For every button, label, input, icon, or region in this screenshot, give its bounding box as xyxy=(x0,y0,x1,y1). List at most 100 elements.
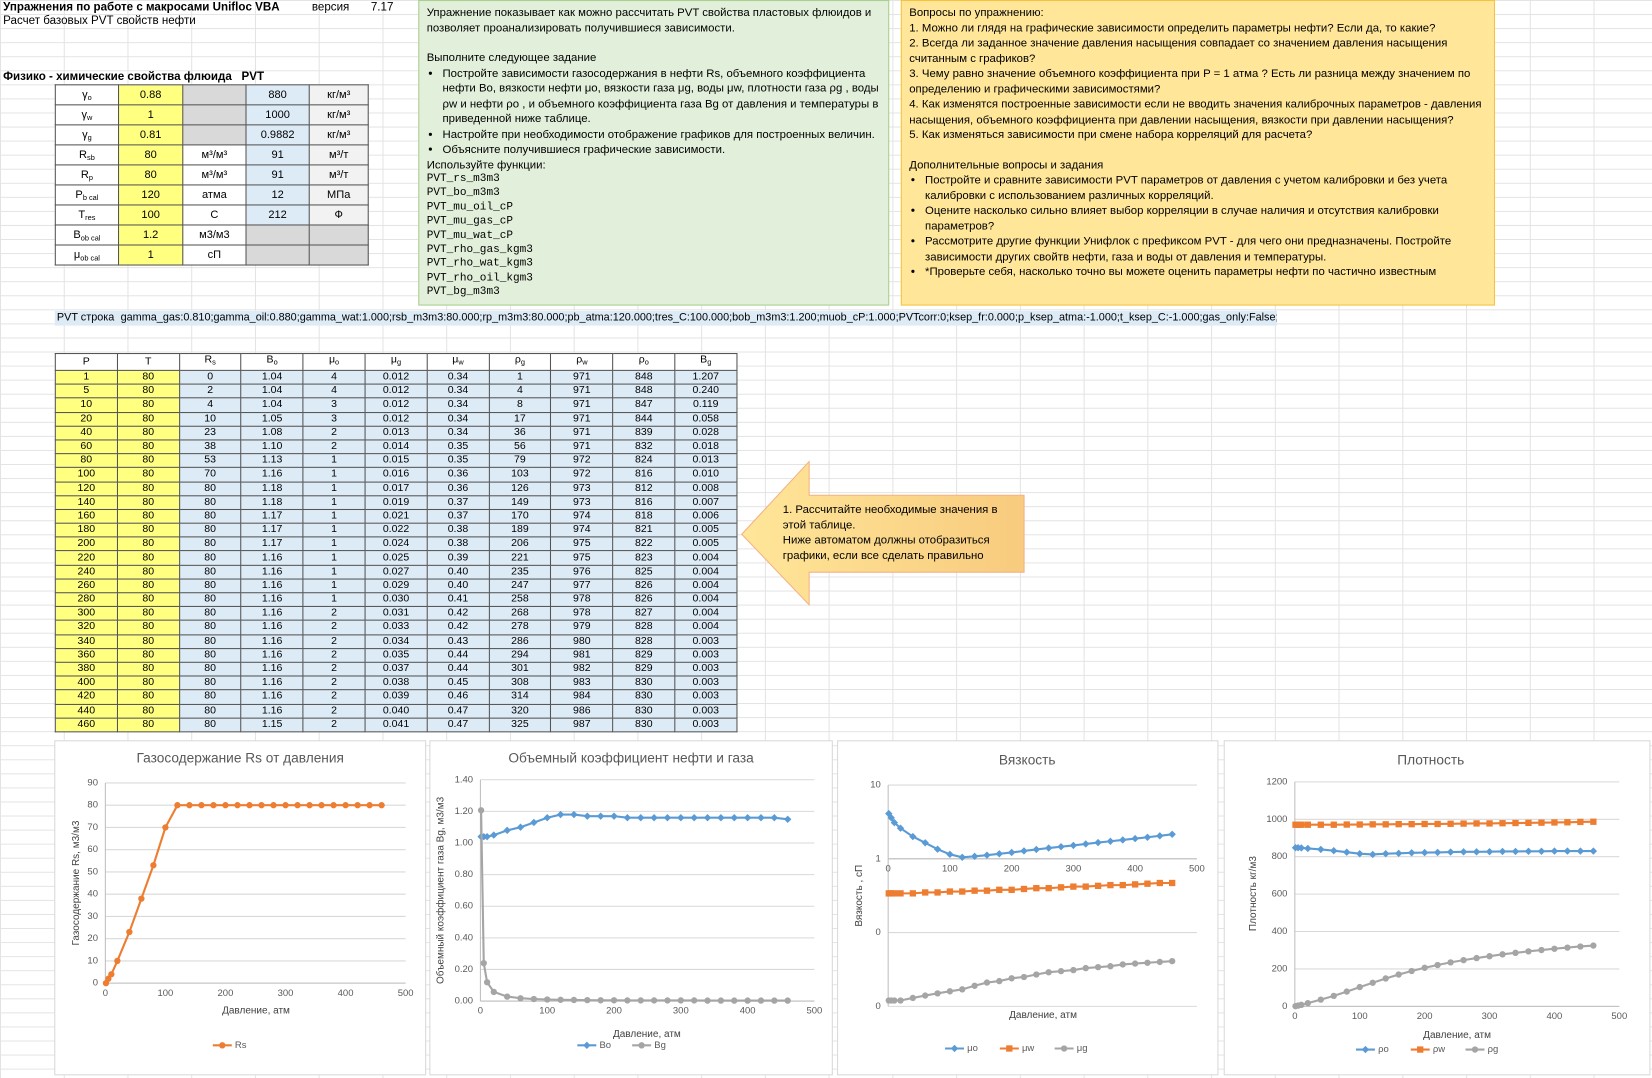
params-table: γo 0.88 880 кг/м³ γw 1 1000 кг/м³ γg 0.81 0.9882 кг… xyxy=(54,84,369,266)
marker xyxy=(637,997,644,1004)
param-subscript: ob cal xyxy=(80,234,101,242)
x-tick-label: 200 xyxy=(1004,863,1020,874)
callout-text: Ниже автоматом должны отобразиться xyxy=(783,535,990,547)
header-cell: μg xyxy=(364,353,428,371)
data-cell: 80 xyxy=(116,606,180,622)
data-cell: 80 xyxy=(116,467,180,483)
params-row: Rsb 80 м³/м³ 91 м³/т xyxy=(54,144,369,166)
data-cell: 822 xyxy=(612,536,676,552)
y-tick-label: 1 xyxy=(876,853,881,864)
marker xyxy=(1317,821,1324,828)
marker xyxy=(1033,885,1040,892)
marker xyxy=(650,814,658,822)
data-cell: 0.034 xyxy=(364,633,428,649)
data-cell: 1 xyxy=(302,467,366,483)
marker xyxy=(1144,880,1151,887)
marker xyxy=(1420,848,1429,857)
marker xyxy=(1045,969,1052,976)
legend-label: Bo xyxy=(599,1040,611,1051)
data-cell: 360 xyxy=(54,647,118,663)
marker xyxy=(1395,971,1402,978)
function-name: PVT_rho_oil_kgm3 xyxy=(426,271,533,285)
function-name: PVT_bg_m3m3 xyxy=(426,285,500,299)
header-cell: ρo xyxy=(612,353,676,371)
data-row: 220 80 80 1.16 1 0.025 0.39 221 975 823 0.004 xyxy=(54,550,738,566)
marker xyxy=(258,802,265,809)
marker xyxy=(971,887,978,894)
marker xyxy=(959,888,966,895)
marker xyxy=(784,815,792,823)
marker xyxy=(1168,957,1176,965)
data-cell: 0.030 xyxy=(364,592,428,608)
x-tick-label: 0 xyxy=(478,1006,483,1017)
marker xyxy=(650,997,658,1004)
marker xyxy=(1144,959,1151,966)
data-cell: 0.003 xyxy=(674,675,738,691)
data-cell: 80 xyxy=(116,411,180,427)
param-value: 1 xyxy=(117,104,184,126)
marker xyxy=(1434,961,1441,969)
data-cell: 80 xyxy=(178,675,242,691)
param-subscript: sb xyxy=(87,154,95,162)
param-value2: 12 xyxy=(245,184,310,206)
marker xyxy=(1498,847,1507,856)
param-value2: 0.9882 xyxy=(245,124,310,146)
chart-area xyxy=(429,740,833,1076)
marker xyxy=(1525,948,1532,955)
legend-label: μw xyxy=(1022,1043,1034,1054)
data-cell: 0.033 xyxy=(364,619,428,635)
callout-text: 1. Рассчитайте необходимые значения в xyxy=(783,504,998,516)
data-cell: 1.16 xyxy=(240,592,304,608)
marker xyxy=(483,832,491,841)
param-unit: С xyxy=(182,204,247,226)
data-row: 180 80 80 1.17 1 0.022 0.38 189 974 821 0.005 xyxy=(54,522,738,538)
data-cell: 0.34 xyxy=(426,383,490,399)
x-tick-label: 400 xyxy=(1127,863,1143,874)
legend-marker xyxy=(1417,1046,1424,1053)
data-cell: 986 xyxy=(550,703,614,719)
data-cell: 80 xyxy=(116,536,180,552)
marker xyxy=(503,993,511,1000)
data-cell: 0.017 xyxy=(364,481,428,496)
y-tick-label: 90 xyxy=(87,777,98,788)
data-cell: 847 xyxy=(612,397,676,413)
header-cell: μo xyxy=(302,353,366,371)
data-cell: 0.43 xyxy=(426,633,490,649)
marker xyxy=(1298,1001,1305,1009)
marker xyxy=(543,814,551,822)
data-cell: 0.34 xyxy=(426,411,490,427)
sheet-subtitle: Расчет базовых PVT свойств нефти xyxy=(3,14,196,28)
legend-label: μg xyxy=(1077,1043,1088,1054)
marker xyxy=(1008,975,1015,982)
param-unit2: кг/м³ xyxy=(308,104,369,126)
data-cell: 0.44 xyxy=(426,647,490,663)
data-cell: 0.005 xyxy=(674,536,738,552)
data-row: 400 80 80 1.16 2 0.038 0.45 308 983 830 0.003 xyxy=(54,675,738,691)
marker xyxy=(891,997,898,1004)
legend-label: ρg xyxy=(1488,1044,1499,1055)
marker xyxy=(1143,833,1152,841)
param-value2: 880 xyxy=(245,84,310,106)
data-cell: 1.04 xyxy=(240,369,304,385)
marker xyxy=(1119,881,1126,889)
data-cell: 1.17 xyxy=(240,508,304,524)
data-cell: 20 xyxy=(54,411,118,427)
data-cell: 0.004 xyxy=(674,578,738,594)
marker xyxy=(1044,844,1053,852)
data-cell: 1.13 xyxy=(240,453,304,469)
marker xyxy=(490,988,497,996)
data-row: 460 80 80 1.15 2 0.041 0.47 325 987 830 0.003 xyxy=(54,717,738,733)
chart-title: Газосодержание Rs от давления xyxy=(137,750,344,765)
marker xyxy=(126,928,133,936)
marker xyxy=(1156,879,1163,887)
marker xyxy=(1473,954,1480,962)
marker xyxy=(770,814,779,822)
marker xyxy=(1057,967,1065,975)
legend-label: ρw xyxy=(1433,1044,1445,1055)
marker xyxy=(983,979,991,986)
y-tick-label: 60 xyxy=(87,844,98,855)
data-cell: 0.003 xyxy=(674,633,738,649)
data-cell: 2 xyxy=(302,439,366,455)
param-subscript: b cal xyxy=(82,194,99,202)
legend-label: ρo xyxy=(1378,1044,1389,1055)
